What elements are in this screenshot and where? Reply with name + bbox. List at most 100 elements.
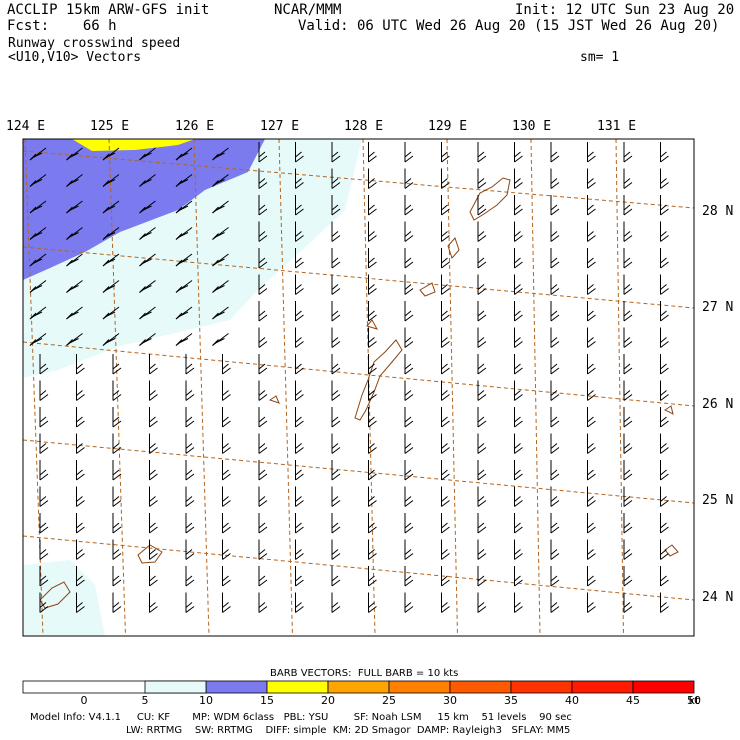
wind-barb — [29, 147, 47, 161]
wind-barb — [404, 221, 414, 242]
wind-barb — [587, 486, 596, 507]
wind-barb — [185, 592, 195, 613]
coastline-amami — [469, 177, 511, 221]
wind-barb — [331, 592, 341, 613]
wind-barb — [29, 333, 47, 346]
wind-barb — [29, 306, 47, 320]
colorbar-tick-label: 40 — [565, 694, 579, 707]
wind-barb — [368, 433, 377, 454]
colorbar-tick-label: 45 — [626, 694, 640, 707]
wind-barb — [404, 380, 414, 401]
lat-gridline — [23, 535, 694, 601]
wind-barb — [295, 592, 304, 613]
wind-barb — [222, 407, 231, 428]
wind-barb — [368, 380, 377, 401]
wind-barb — [39, 539, 49, 560]
wind-barb — [66, 227, 83, 240]
wind-barb — [587, 248, 596, 269]
wind-barb — [102, 227, 120, 240]
wind-barb — [76, 433, 85, 454]
wind-barb — [514, 460, 523, 481]
wind-barb — [477, 539, 487, 560]
wind-barb — [295, 195, 304, 216]
wind-barb — [258, 486, 268, 507]
wind-barb — [660, 221, 669, 242]
wind-barb — [295, 354, 304, 375]
coastline-small-2 — [268, 395, 280, 404]
wind-barb — [368, 592, 377, 613]
wind-barb — [222, 566, 231, 587]
wind-barb — [102, 306, 120, 320]
wind-barb — [623, 433, 633, 454]
lon-gridline — [108, 139, 126, 636]
wind-barb — [441, 274, 450, 295]
wind-barb — [295, 486, 304, 507]
wind-barb — [660, 354, 669, 375]
wind-barb — [102, 280, 120, 293]
wind-barb — [587, 327, 596, 348]
wind-barb — [404, 566, 414, 587]
wind-barb — [258, 195, 268, 216]
wind-barb — [550, 327, 560, 348]
wind-barb — [258, 460, 268, 481]
wind-barb — [295, 513, 304, 534]
wind-barb — [550, 460, 560, 481]
lat-label-26: 26 N — [702, 397, 734, 412]
wind-barb — [76, 539, 85, 560]
wind-barb — [112, 513, 122, 534]
wind-barb — [66, 147, 83, 161]
wind-barb — [39, 354, 49, 375]
wind-barb — [76, 592, 85, 613]
wind-barb — [212, 280, 229, 293]
wind-barb — [139, 306, 156, 320]
colorbar-tick-label: 10 — [199, 694, 213, 707]
colorbar-bin — [632, 680, 695, 694]
lat-gridline — [23, 246, 694, 309]
wind-barb — [550, 433, 560, 454]
wind-barb — [623, 592, 633, 613]
wind-barb — [550, 539, 560, 560]
wind-barb — [112, 592, 122, 613]
wind-barb — [660, 168, 669, 189]
wind-barb — [587, 142, 596, 163]
wind-barb — [112, 380, 122, 401]
wind-barb — [623, 168, 633, 189]
wind-barb — [258, 354, 268, 375]
lat-gridline — [23, 341, 694, 407]
wind-barb — [404, 486, 414, 507]
wind-barb — [76, 460, 85, 481]
wind-barb — [477, 566, 487, 587]
wind-barb — [368, 486, 377, 507]
wind-barb — [212, 253, 229, 267]
wind-barb — [477, 380, 487, 401]
wind-barb — [441, 142, 450, 163]
wind-barb — [29, 227, 47, 240]
wind-barb — [139, 253, 156, 267]
wind-barb — [258, 407, 268, 428]
wind-barb — [368, 301, 377, 322]
colorbar-bin — [327, 680, 390, 694]
wind-barb — [587, 513, 596, 534]
wind-barb — [587, 354, 596, 375]
wind-barb — [368, 513, 377, 534]
wind-barb — [477, 195, 487, 216]
wind-barb — [368, 142, 377, 163]
wind-barb — [623, 301, 633, 322]
wind-barb — [295, 248, 304, 269]
wind-barb — [514, 354, 523, 375]
wind-barb — [441, 354, 450, 375]
wind-barb — [441, 433, 450, 454]
colorbar-tick-label: 30 — [443, 694, 457, 707]
lon-label-128: 128 E — [344, 119, 384, 134]
wind-barb — [441, 513, 450, 534]
wind-barb — [112, 433, 122, 454]
lon-label-124: 124 E — [6, 119, 46, 134]
wind-barb — [66, 174, 83, 187]
wind-barb — [295, 327, 304, 348]
wind-barb — [441, 407, 450, 428]
wind-barb — [102, 174, 120, 187]
field-name: Runway crosswind speed — [8, 36, 181, 51]
wind-barb — [550, 592, 560, 613]
wind-barb — [258, 168, 268, 189]
wind-barb — [222, 380, 231, 401]
